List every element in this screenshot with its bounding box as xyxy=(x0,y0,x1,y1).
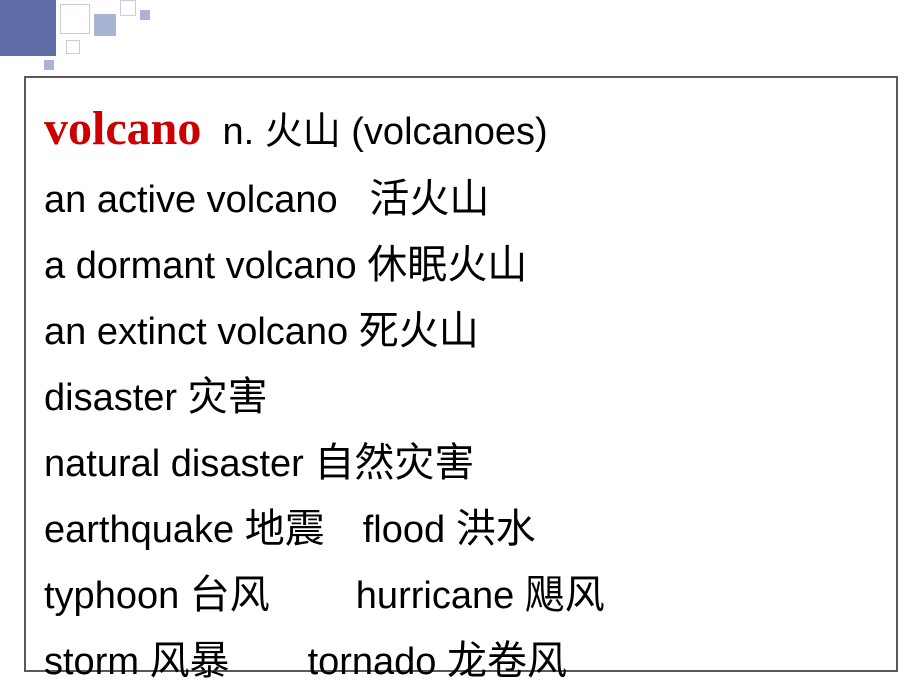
vocab-line: disaster 灾害 xyxy=(44,364,878,430)
deco-square xyxy=(140,10,150,20)
term-en: earthquake xyxy=(44,509,234,551)
term-en: storm xyxy=(44,641,139,683)
term-en: flood xyxy=(363,509,445,551)
vocab-line: a dormant volcano 休眠火山 xyxy=(44,232,878,298)
vocab-line: typhoon 台风 hurricane 飓风 xyxy=(44,562,878,628)
term-zh: 死火山 xyxy=(359,308,479,353)
term-zh: 活火山 xyxy=(369,176,489,221)
deco-square xyxy=(66,40,80,54)
term-zh: 自然灾害 xyxy=(314,440,474,485)
term-pair: tornado 龙卷风 xyxy=(308,628,567,694)
term-pair: hurricane 飓风 xyxy=(356,562,605,628)
term-en: a dormant volcano xyxy=(44,245,357,287)
term-en: disaster xyxy=(44,377,177,419)
term-zh: 龙卷风 xyxy=(447,638,567,683)
term-en: an active volcano xyxy=(44,179,338,221)
term-zh: 风暴 xyxy=(150,638,230,683)
term-zh: 灾害 xyxy=(188,374,268,419)
headword-definition: n. 火山 (volcanoes) xyxy=(222,111,547,153)
term-zh: 洪水 xyxy=(456,506,536,551)
deco-square xyxy=(120,0,136,16)
vocab-line: storm 风暴 tornado 龙卷风 xyxy=(44,628,878,694)
vocab-line: an extinct volcano 死火山 xyxy=(44,298,878,364)
term-zh: 台风 xyxy=(190,572,270,617)
deco-square xyxy=(94,14,116,36)
vocab-line: earthquake 地震 flood 洪水 xyxy=(44,496,878,562)
vocabulary-box: volcano n. 火山 (volcanoes) an active volc… xyxy=(24,76,898,672)
vocab-line: an active volcano 活火山 xyxy=(44,166,878,232)
deco-square xyxy=(0,0,56,56)
term-en: typhoon xyxy=(44,575,179,617)
term-en: an extinct volcano xyxy=(44,311,348,353)
term-zh: 飓风 xyxy=(525,572,605,617)
headword: volcano xyxy=(44,102,201,155)
deco-square xyxy=(44,60,54,70)
term-zh: 休眠火山 xyxy=(367,242,527,287)
deco-square xyxy=(60,4,90,34)
vocab-line-headword: volcano n. 火山 (volcanoes) xyxy=(44,92,878,166)
term-en: tornado xyxy=(308,641,437,683)
term-en: hurricane xyxy=(356,575,514,617)
term-zh: 地震 xyxy=(245,506,325,551)
term-en: natural disaster xyxy=(44,443,304,485)
term-pair: flood 洪水 xyxy=(363,496,536,562)
vocab-line: natural disaster 自然灾害 xyxy=(44,430,878,496)
slide-corner-decoration xyxy=(0,0,165,65)
